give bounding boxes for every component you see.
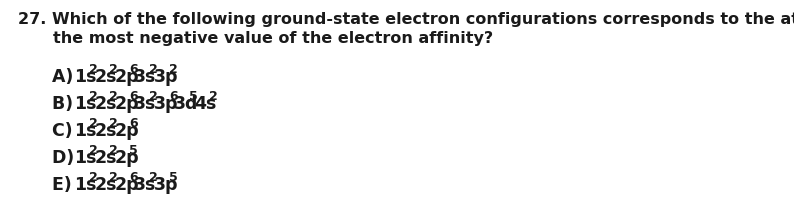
Text: A): A) (52, 68, 79, 86)
Text: the most negative value of the electron affinity?: the most negative value of the electron … (53, 31, 493, 46)
Text: 2: 2 (110, 144, 118, 157)
Text: 2: 2 (169, 63, 178, 76)
Text: 3p: 3p (154, 176, 179, 194)
Text: 2p: 2p (114, 68, 139, 86)
Text: 3s: 3s (134, 95, 156, 113)
Text: 6: 6 (129, 117, 138, 130)
Text: 5: 5 (169, 171, 178, 184)
Text: 2s: 2s (94, 149, 117, 167)
Text: 2: 2 (90, 117, 98, 130)
Text: 3p: 3p (154, 95, 179, 113)
Text: 2p: 2p (114, 176, 139, 194)
Text: C): C) (52, 122, 79, 140)
Text: 6: 6 (129, 90, 138, 103)
Text: 2: 2 (90, 63, 98, 76)
Text: 2: 2 (149, 171, 158, 184)
Text: 27. Which of the following ground-state electron configurations corresponds to t: 27. Which of the following ground-state … (18, 12, 794, 27)
Text: D): D) (52, 149, 80, 167)
Text: 2: 2 (149, 90, 158, 103)
Text: 2: 2 (90, 90, 98, 103)
Text: 5: 5 (129, 144, 138, 157)
Text: 2: 2 (110, 63, 118, 76)
Text: 4s: 4s (195, 95, 217, 113)
Text: 1s: 1s (75, 95, 97, 113)
Text: 1s: 1s (75, 122, 97, 140)
Text: 2: 2 (110, 171, 118, 184)
Text: 6: 6 (129, 63, 138, 76)
Text: 3d: 3d (174, 95, 198, 113)
Text: 2: 2 (90, 171, 98, 184)
Text: B): B) (52, 95, 79, 113)
Text: 2: 2 (110, 117, 118, 130)
Text: 2p: 2p (114, 122, 139, 140)
Text: 6: 6 (169, 90, 178, 103)
Text: 2s: 2s (94, 122, 117, 140)
Text: 2s: 2s (94, 68, 117, 86)
Text: 5: 5 (189, 90, 198, 103)
Text: E): E) (52, 176, 78, 194)
Text: 2: 2 (209, 90, 218, 103)
Text: 2s: 2s (94, 95, 117, 113)
Text: 2: 2 (90, 144, 98, 157)
Text: 2: 2 (149, 63, 158, 76)
Text: 3p: 3p (154, 68, 179, 86)
Text: 2s: 2s (94, 176, 117, 194)
Text: 6: 6 (129, 171, 138, 184)
Text: 2: 2 (110, 90, 118, 103)
Text: 3s: 3s (134, 176, 156, 194)
Text: 1s: 1s (75, 176, 97, 194)
Text: 2p: 2p (114, 95, 139, 113)
Text: 2p: 2p (114, 149, 139, 167)
Text: 1s: 1s (75, 149, 97, 167)
Text: 3s: 3s (134, 68, 156, 86)
Text: 1s: 1s (75, 68, 97, 86)
